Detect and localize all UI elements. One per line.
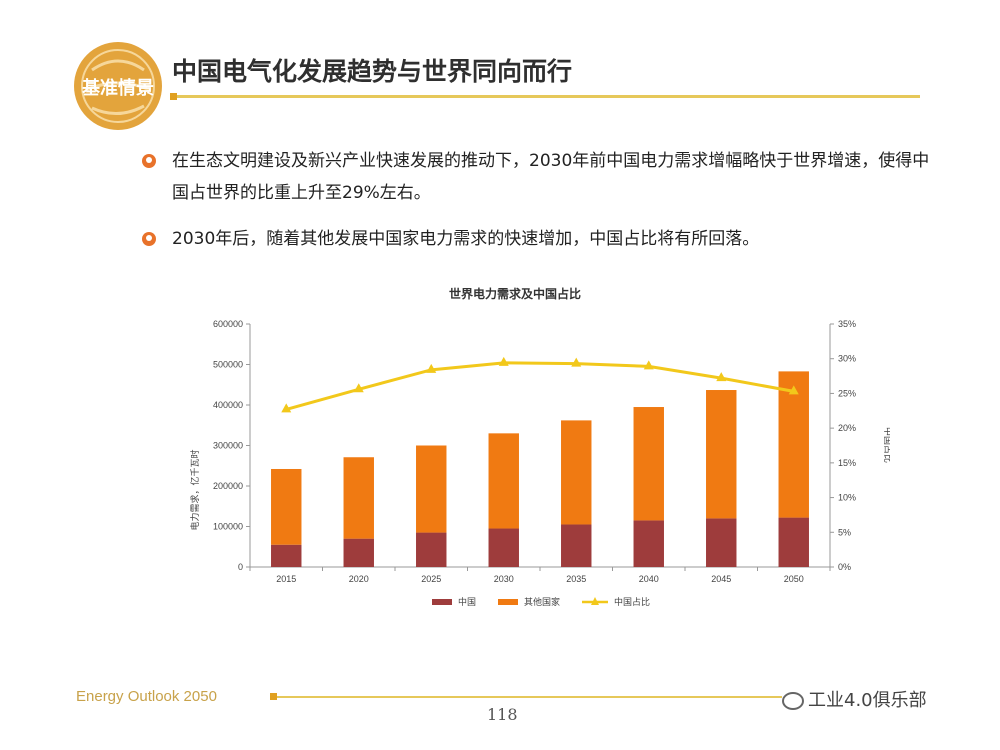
bullet-icon [142, 154, 156, 168]
footer-brand: Energy Outlook 2050 [76, 688, 217, 705]
bullet-item: 2030年后，随着其他发展中国家电力需求的快速增加，中国占比将有所回落。 [142, 223, 932, 255]
x-tick-label: 2020 [349, 574, 369, 584]
footer-divider-marker [270, 693, 277, 700]
bar-others [633, 407, 664, 521]
x-tick-label: 2015 [276, 574, 296, 584]
y2-tick-label: 20% [838, 423, 856, 433]
watermark-text: 工业4.0俱乐部 [808, 690, 927, 711]
bar-others [488, 433, 519, 529]
x-tick-label: 2035 [566, 574, 586, 584]
demand-chart: 世界电力需求及中国占比 电力需求，亿千瓦时 中国占比 0 100000 200000… [189, 286, 890, 608]
y2-tick-label: 35% [838, 319, 856, 329]
bar-china [343, 538, 374, 567]
bar-others [706, 390, 737, 519]
bar-china [271, 544, 302, 567]
globe-logo-icon: 基准情景 [74, 42, 162, 130]
footer-divider [272, 696, 782, 698]
watermark: 工业4.0俱乐部 [782, 686, 927, 712]
x-tick-label: 2040 [639, 574, 659, 584]
bullet-item: 在生态文明建设及新兴产业快速发展的推动下，2030年前中国电力需求增幅略快于世界… [142, 145, 932, 209]
share-point [426, 363, 437, 373]
legend: 中国 其他国家 中国占比 [432, 596, 650, 608]
logo: 基准情景 [72, 40, 164, 132]
bar-others [778, 371, 809, 518]
wechat-icon [782, 692, 804, 710]
share-point [498, 356, 509, 366]
legend-marker [591, 597, 599, 605]
share-point [716, 372, 727, 382]
bullet-text: 在生态文明建设及新兴产业快速发展的推动下，2030年前中国电力需求增幅略快于世界… [172, 151, 930, 203]
y2-tick-label: 30% [838, 354, 856, 364]
y-tick-label: 600000 [213, 319, 243, 329]
page-number: 118 [487, 705, 518, 724]
share-point [571, 357, 582, 367]
bar-china [778, 517, 809, 567]
x-tick-label: 2045 [711, 574, 731, 584]
x-tick-label: 2050 [784, 574, 804, 584]
bar-china [706, 518, 737, 567]
y2-tick-label: 15% [838, 458, 856, 468]
bar-china [561, 524, 592, 567]
y-tick-label: 100000 [213, 522, 243, 532]
slide-title: 中国电气化发展趋势与世界同向而行 [172, 57, 573, 86]
legend-label: 中国 [458, 596, 476, 608]
legend-label: 其他国家 [524, 596, 560, 608]
axes: 0 100000 200000 300000 400000 500000 600000 0% 5… [213, 319, 856, 584]
share-point [788, 385, 799, 395]
bar-others [416, 445, 447, 533]
y2-axis-label: 中国占比 [882, 427, 890, 463]
bullet-icon [142, 232, 156, 246]
bullet-text: 2030年后，随着其他发展中国家电力需求的快速增加，中国占比将有所回落。 [172, 229, 760, 249]
share-point [353, 383, 364, 393]
y-tick-label: 0 [238, 562, 243, 572]
bar-others [561, 420, 592, 525]
x-tick-label: 2025 [421, 574, 441, 584]
y2-tick-label: 10% [838, 493, 856, 503]
y-axis-label: 电力需求，亿千瓦时 [189, 449, 201, 530]
y2-tick-label: 0% [838, 562, 851, 572]
legend-swatch [432, 599, 452, 605]
y2-tick-label: 5% [838, 527, 851, 537]
y-tick-label: 300000 [213, 441, 243, 451]
bar-china [416, 532, 447, 567]
y-tick-label: 500000 [213, 360, 243, 370]
logo-text: 基准情景 [81, 77, 154, 99]
y-tick-label: 200000 [213, 481, 243, 491]
share-line [281, 356, 799, 413]
y2-tick-label: 25% [838, 388, 856, 398]
bar-others [343, 457, 374, 539]
y-tick-label: 400000 [213, 400, 243, 410]
title-divider [172, 95, 920, 98]
chart-title: 世界电力需求及中国占比 [449, 286, 581, 301]
x-tick-label: 2030 [494, 574, 514, 584]
bar-china [633, 520, 664, 567]
bars [271, 371, 809, 567]
bar-china [488, 528, 519, 567]
title-divider-marker [170, 93, 177, 100]
bar-others [271, 468, 302, 545]
legend-label: 中国占比 [614, 596, 650, 608]
share-point [281, 403, 292, 413]
legend-swatch [498, 599, 518, 605]
share-point [643, 360, 654, 370]
share-line-path [285, 361, 795, 411]
